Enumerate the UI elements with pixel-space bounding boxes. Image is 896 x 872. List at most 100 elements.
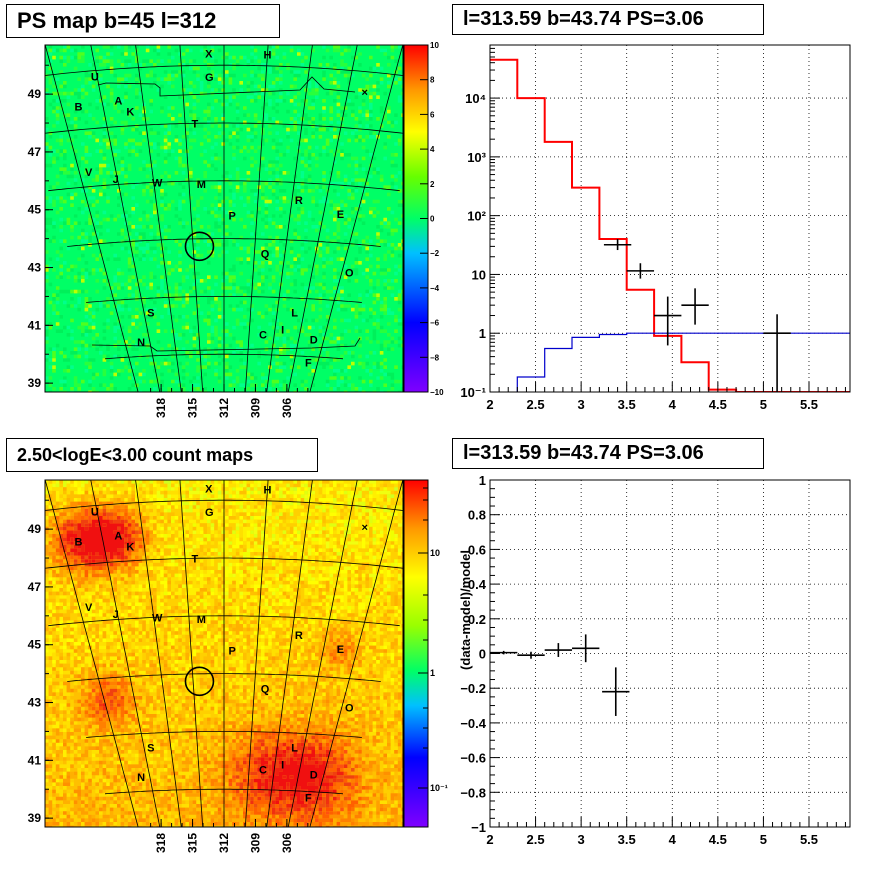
lat-tick-label: 49 bbox=[28, 522, 42, 536]
y-tick-label: −0.6 bbox=[460, 751, 486, 766]
residual-panel: 2 2.5 3 3.5 4 4.5 5 5.5 1 0.8 0.6 0.4 0.2 0 −0.2 −0.4 −0… bbox=[458, 473, 851, 847]
y-tick-label: −0.4 bbox=[460, 716, 486, 731]
source-label: X bbox=[205, 484, 213, 496]
graticule-meridian bbox=[309, 45, 403, 392]
source-label: A bbox=[114, 531, 122, 543]
graticule-meridian bbox=[266, 480, 313, 827]
ps-colorbar-tick-label: 10 bbox=[430, 41, 439, 50]
graticule-meridian bbox=[309, 480, 403, 827]
graticule-parallel bbox=[45, 64, 403, 76]
lon-tick-label: 315 bbox=[186, 833, 200, 853]
data-point bbox=[626, 263, 655, 279]
x-tick-label: 2 bbox=[486, 397, 493, 412]
source-label: R bbox=[295, 195, 303, 207]
source-label: P bbox=[229, 211, 236, 223]
ps-colorbar-tick-label: −4 bbox=[430, 284, 440, 293]
source-label: N bbox=[137, 772, 145, 784]
source-label: T bbox=[191, 118, 198, 130]
map-pixel-layer bbox=[45, 45, 403, 392]
ps-map-panel: X H U G A B K T V J W M R E P Q O S LI C D N F × 318 315 312 309 30… bbox=[28, 41, 444, 418]
source-label: U bbox=[91, 71, 99, 83]
x-tick-label: 3.5 bbox=[618, 832, 636, 847]
source-label: O bbox=[345, 268, 354, 280]
x-tick-label: 3 bbox=[578, 832, 585, 847]
data-point bbox=[602, 667, 630, 716]
data-point bbox=[544, 643, 573, 657]
count-colorbar-tick-label: 10 bbox=[430, 548, 440, 558]
source-label: V bbox=[85, 602, 93, 614]
graticule-parallel bbox=[104, 788, 344, 795]
source-label: L bbox=[291, 307, 298, 319]
graticule-meridian bbox=[45, 480, 139, 827]
lat-tick-label: 43 bbox=[28, 261, 42, 275]
source-label: G bbox=[205, 72, 214, 84]
source-label: C bbox=[259, 764, 267, 776]
residual-grid bbox=[490, 480, 850, 827]
y-tick-label: −0.2 bbox=[460, 681, 486, 696]
count-map-overlay: X H U G A B K T V J W M R E P Q O S LI C D N F × bbox=[45, 480, 403, 827]
source-label: S bbox=[147, 743, 154, 755]
ps-colorbar-tick-label: −2 bbox=[430, 249, 440, 258]
source-label: L bbox=[291, 742, 298, 754]
lon-tick-label: 306 bbox=[280, 833, 294, 853]
count-colorbar-ticks: 10 1 10⁻¹ bbox=[418, 487, 448, 793]
data-point bbox=[681, 288, 709, 325]
map-pixel-layer bbox=[45, 45, 403, 392]
graticule-parallel bbox=[86, 731, 362, 738]
source-label: D bbox=[310, 769, 318, 781]
lon-tick-label: 306 bbox=[280, 398, 294, 418]
source-label: Q bbox=[261, 684, 270, 696]
target-circle bbox=[184, 666, 215, 697]
graticule-meridian bbox=[266, 45, 313, 392]
ps-colorbar-tick-label: −6 bbox=[430, 319, 440, 328]
graticule-meridian bbox=[244, 45, 269, 392]
lon-tick-label: 309 bbox=[248, 398, 262, 418]
source-label: S bbox=[147, 308, 154, 320]
source-label: E bbox=[337, 209, 344, 221]
data-point bbox=[572, 634, 600, 663]
source-label: U bbox=[91, 506, 99, 518]
y-tick-label: 1 bbox=[479, 326, 486, 341]
graticule-parallel bbox=[48, 180, 400, 192]
source-model-step-line bbox=[516, 332, 850, 392]
x-tick-label: 5 bbox=[760, 832, 767, 847]
source-label: O bbox=[345, 703, 354, 715]
source-label: N bbox=[137, 337, 145, 349]
y-tick-label: 10² bbox=[467, 209, 486, 224]
x-tick-label: 4.5 bbox=[709, 832, 727, 847]
source-label: W bbox=[152, 177, 163, 189]
data-point bbox=[490, 650, 518, 655]
y-tick-label: 10 bbox=[472, 267, 486, 282]
count-colorbar-tick-label: 10⁻¹ bbox=[430, 783, 448, 793]
ps-colorbar-tick-label: 6 bbox=[430, 110, 435, 119]
x-tick-label: 4 bbox=[669, 832, 677, 847]
graticule-parallel bbox=[45, 499, 403, 511]
ps-colorbar-tick-label: −10 bbox=[430, 388, 444, 397]
source-label: M bbox=[197, 614, 206, 626]
spectrum-title: l=313.59 b=43.74 PS=3.06 bbox=[452, 4, 764, 35]
source-label: W bbox=[152, 612, 163, 624]
lat-tick-label: 45 bbox=[28, 638, 42, 652]
lat-tick-label: 41 bbox=[28, 753, 42, 767]
x-tick-label: 4.5 bbox=[709, 397, 727, 412]
spectrum-series bbox=[490, 58, 850, 392]
x-tick-label: 5.5 bbox=[800, 832, 818, 847]
y-tick-label: 10⁻¹ bbox=[460, 385, 486, 400]
graticule-meridian bbox=[179, 45, 204, 392]
lat-tick-label: 39 bbox=[28, 376, 42, 390]
y-tick-label: −0.8 bbox=[460, 785, 486, 800]
ps-colorbar-tick-label: 4 bbox=[430, 145, 435, 154]
map-pixel-layer bbox=[45, 490, 403, 827]
y-tick-label: 0.2 bbox=[468, 612, 486, 627]
ps-map-title: PS map b=45 l=312 bbox=[6, 4, 280, 38]
y-tick-label: 1 bbox=[479, 473, 486, 488]
lon-tick-label: 318 bbox=[154, 833, 168, 853]
count-map-axes: 318 315 312 309 306 49 47 45 43 41 39 bbox=[28, 499, 309, 853]
source-label: G bbox=[205, 507, 214, 519]
residual-axes: 2 2.5 3 3.5 4 4.5 5 5.5 1 0.8 0.6 0.4 0.2 0 −0.2 −0.4 −0… bbox=[460, 473, 846, 847]
roi-outline bbox=[91, 76, 361, 352]
graticule-meridian bbox=[90, 45, 161, 392]
marker-cross: × bbox=[361, 522, 367, 534]
ps-colorbar-ticks: 10 8 6 4 2 0 −2 −4 −6 −8 −10 bbox=[420, 41, 444, 397]
